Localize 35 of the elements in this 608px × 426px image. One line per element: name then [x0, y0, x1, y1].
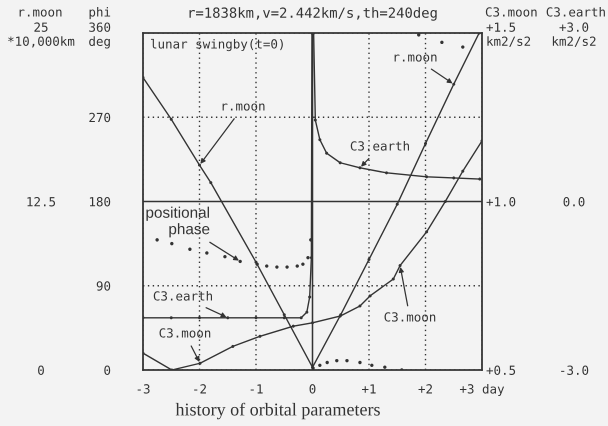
y-tick-label: 360 deg	[89, 22, 110, 48]
text: r.moon	[394, 54, 436, 62]
y-tick-label: 12.5	[27, 197, 56, 206]
legend-label: C3.moon	[160, 328, 210, 338]
y-tick-label: 0	[38, 366, 44, 375]
x-tick-label: -2	[194, 384, 206, 394]
y2-tick-label: +0.5	[486, 366, 516, 375]
text: r.moon	[222, 103, 264, 111]
x-tick-label: -1	[250, 384, 263, 394]
text: C3.earth	[154, 290, 212, 301]
y2-tick-label: +1.5 km2/s2	[486, 22, 530, 47]
y2-tick-label: +1.0	[486, 197, 516, 206]
y2-tick-label: +3.0 km2/s2	[552, 22, 596, 47]
y-tick-label: 90	[96, 281, 110, 291]
y-tick-label: 0	[104, 366, 110, 375]
x-tick-label: +2	[418, 384, 432, 394]
x-tick-label: +3 day	[460, 384, 504, 396]
x-tick-label: +1	[362, 384, 376, 394]
series-label: C3.earth	[350, 140, 409, 151]
y-tick-label: 270	[89, 112, 110, 122]
text: C3.moon	[384, 312, 436, 322]
y-axis-title: r.moon	[20, 9, 62, 17]
x-tick-label: -3	[138, 384, 150, 394]
chart-title: r=1838km,v=2.442km/s,th=240deg	[190, 7, 437, 21]
y-axis-title: phi	[90, 6, 110, 20]
x-axis-title: history of orbital parameters	[176, 402, 380, 420]
annotation: lunar swingby(t=0)	[150, 38, 283, 52]
y2-axis-title: C3.moon	[486, 7, 537, 17]
y2-axis-title: C3.earth	[546, 6, 605, 17]
y2-tick-label: 0.0	[564, 197, 584, 206]
y-tick-label: 180	[90, 197, 110, 206]
series-label: positional phase	[146, 206, 210, 238]
y2-tick-label: -3.0	[561, 366, 588, 375]
x-tick-label: 0	[310, 384, 316, 394]
y-tick-label: 25 *10,000km	[8, 22, 74, 48]
